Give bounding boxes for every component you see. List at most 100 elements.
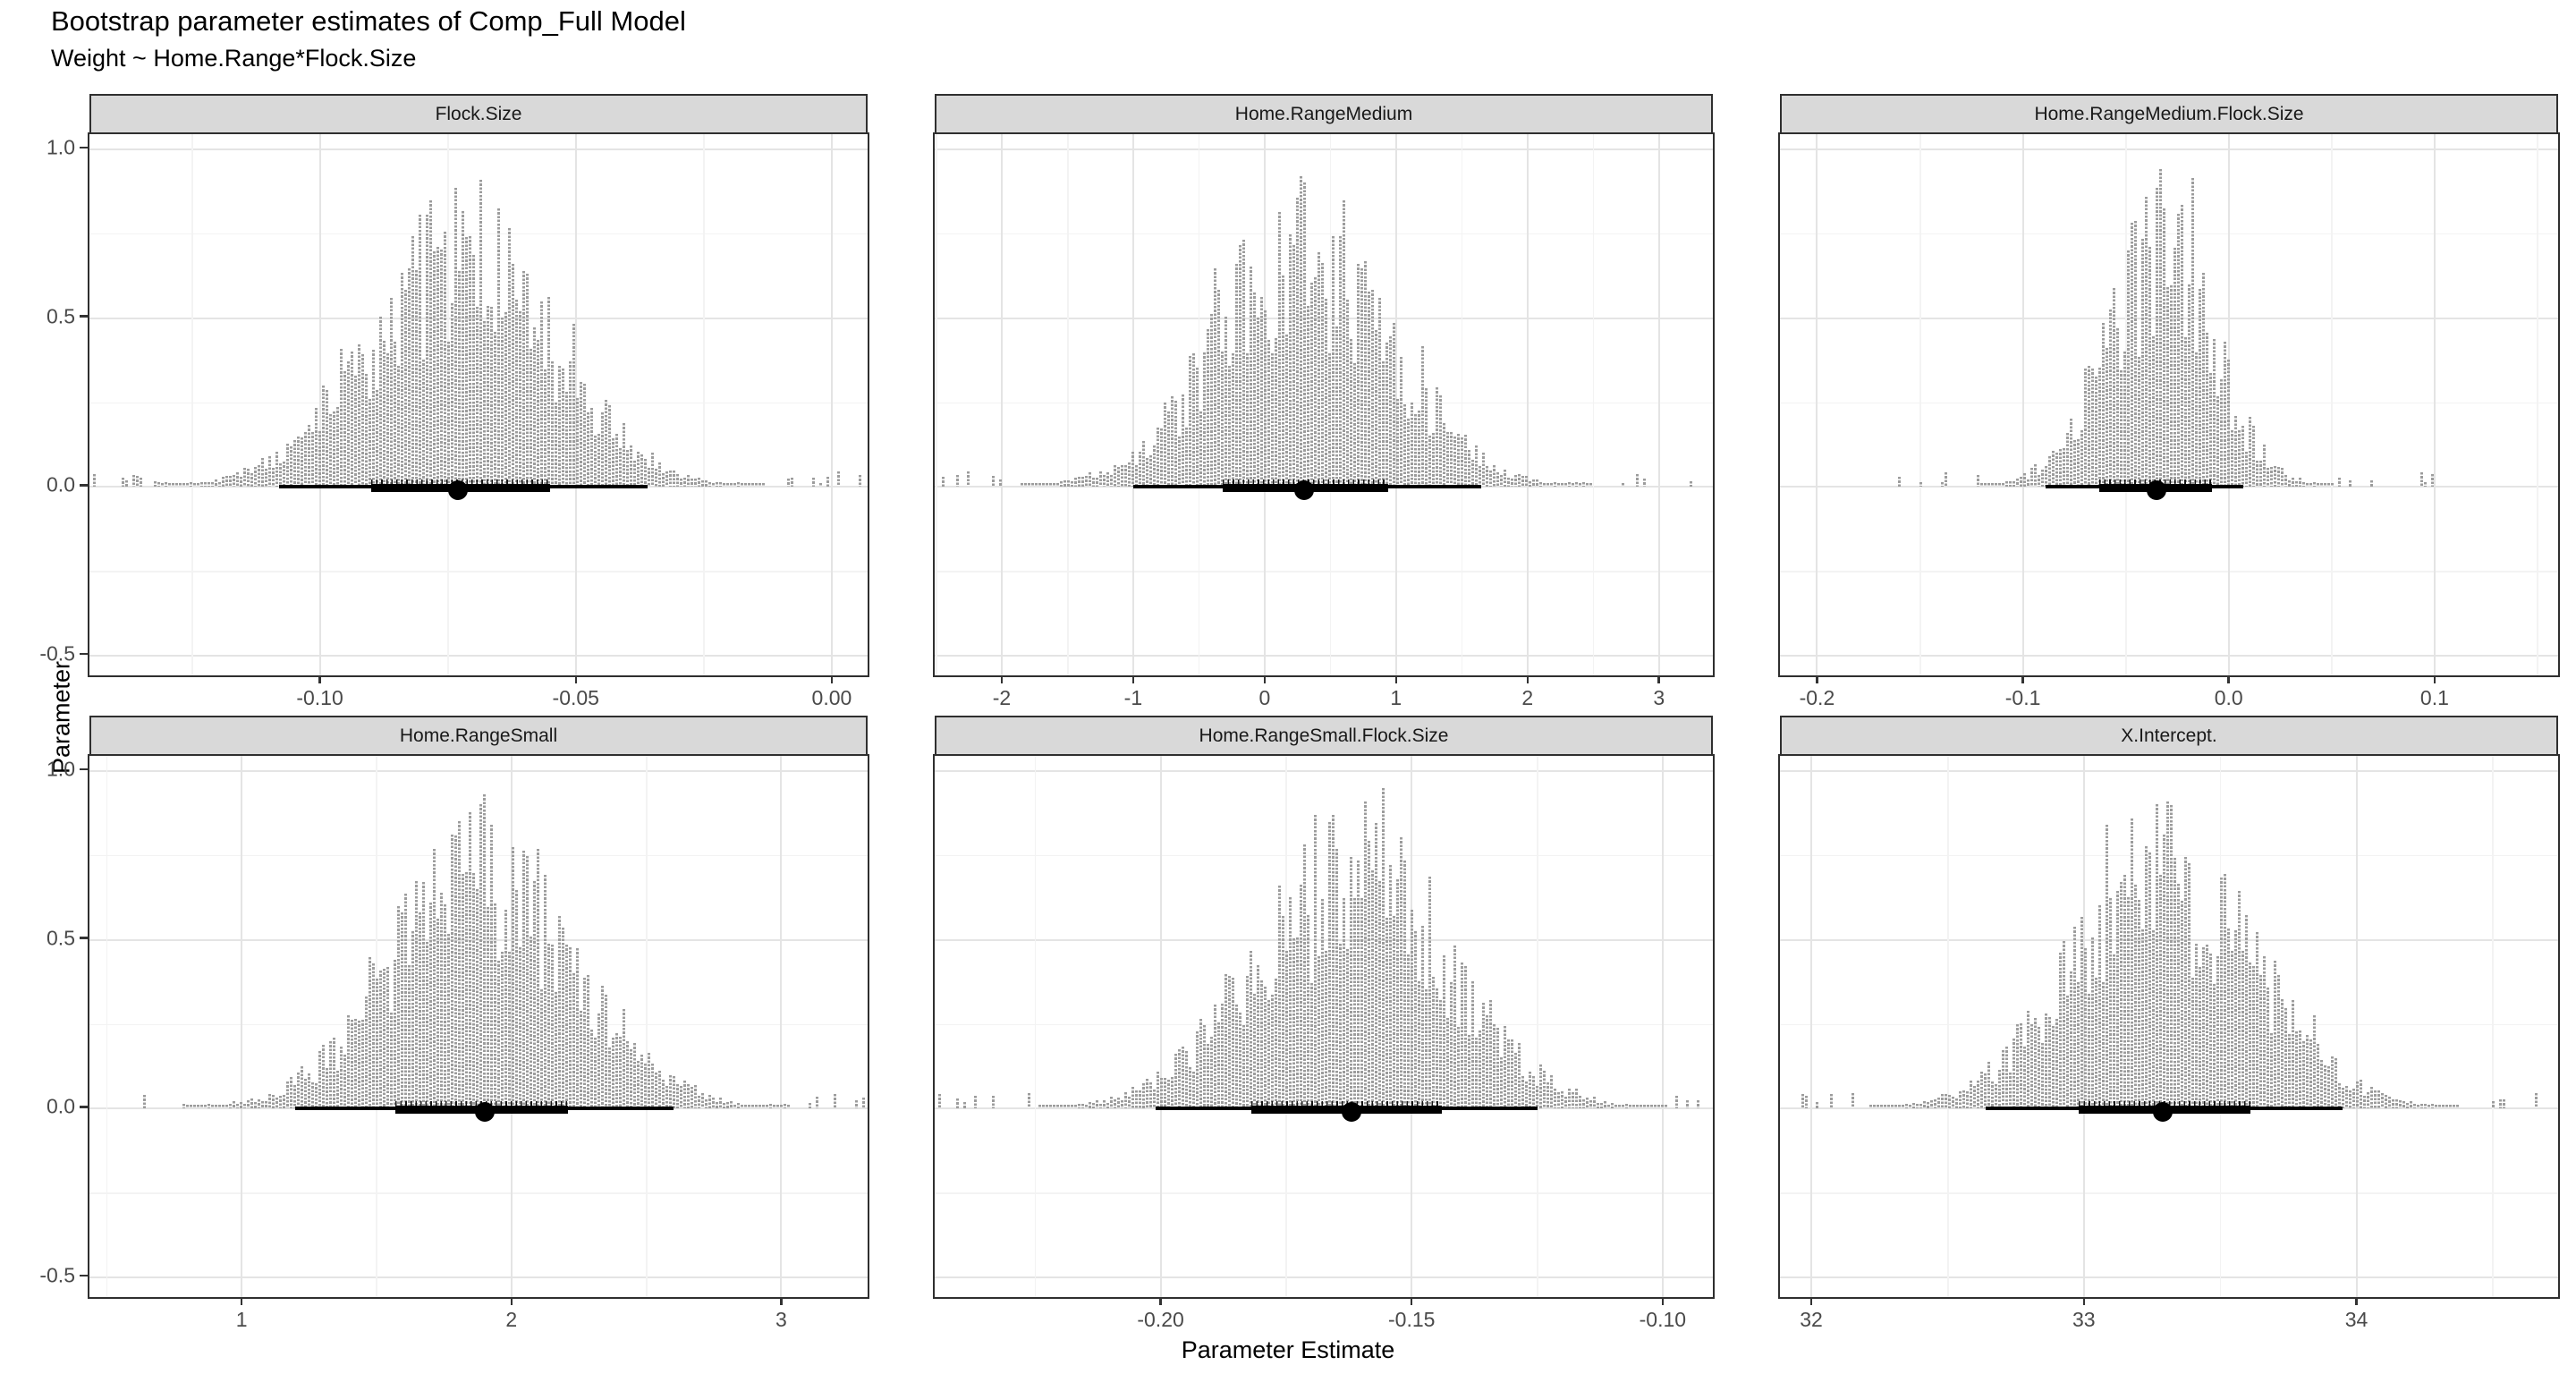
histogram-bar [2199, 967, 2201, 1109]
histogram-bar [415, 270, 418, 488]
histogram-bar [1514, 1053, 1517, 1109]
histogram-bar [1042, 1104, 1045, 1109]
histogram-bar [787, 479, 790, 488]
histogram-bar [1339, 944, 1342, 1109]
gridline-vertical-major [1159, 756, 1162, 1297]
histogram-bar [1873, 1104, 1876, 1109]
histogram-bar [182, 482, 185, 488]
histogram-bar [2299, 1030, 2301, 1109]
histogram-bar [2059, 448, 2062, 488]
histogram-bar [2209, 954, 2212, 1109]
histogram-bar [415, 881, 418, 1109]
histogram-bar [1157, 1071, 1159, 1109]
histogram-bar [1622, 482, 1624, 488]
histogram-bar [2410, 1101, 2412, 1109]
histogram-bar [200, 481, 203, 488]
histogram-bar [1407, 954, 1410, 1109]
histogram-bar [497, 960, 500, 1109]
gridline-vertical-minor [1919, 134, 1921, 675]
y-tick-label: 1.0 [47, 757, 75, 781]
histogram-bar [512, 264, 514, 488]
gridline-vertical-minor [191, 134, 193, 675]
histogram-bar [340, 1047, 343, 1109]
histogram-bar [358, 344, 360, 488]
histogram-bar [2002, 1049, 2004, 1109]
histogram-bar [1945, 472, 1947, 488]
histogram-bar [501, 318, 504, 488]
histogram-bar [2442, 1104, 2445, 1109]
histogram-bar [2041, 1043, 2044, 1109]
histogram-bar [1411, 909, 1413, 1109]
gridline-horizontal-major [935, 655, 1713, 657]
histogram-bar [2331, 1056, 2334, 1109]
histogram-bar [519, 311, 521, 488]
histogram-bar [640, 1055, 643, 1109]
histogram-bar [1224, 316, 1227, 488]
histogram-bar [1310, 283, 1313, 488]
histogram-bar [1217, 1022, 1220, 1109]
histogram-bar [333, 411, 335, 488]
x-tick-label: 3 [1653, 686, 1665, 709]
histogram-bar [286, 444, 289, 488]
histogram-bar [2174, 248, 2176, 488]
histogram-bar [1418, 410, 1420, 488]
histogram-bar [1675, 1096, 1678, 1109]
histogram-bar [1500, 474, 1503, 488]
histogram-bar [633, 460, 636, 488]
histogram-bar [2005, 481, 2008, 488]
histogram-bar [769, 1103, 772, 1109]
y-tick-mark [80, 937, 88, 939]
histogram-bar [301, 437, 303, 488]
histogram-bar [1629, 1104, 1631, 1109]
histogram-bar [812, 477, 815, 488]
histogram-bar [186, 482, 189, 488]
histogram-bar [283, 1094, 285, 1109]
histogram-bar [208, 481, 210, 488]
histogram-bar [275, 451, 278, 488]
histogram-bar [1816, 1101, 1818, 1109]
facet-panel [1778, 132, 2560, 677]
histogram-bar [1411, 403, 1413, 488]
histogram-bar [1089, 1102, 1091, 1109]
histogram-bar [2034, 1018, 2037, 1109]
gridline-vertical-major [1131, 134, 1134, 675]
histogram-bar [304, 431, 307, 488]
gridline-horizontal-major [935, 317, 1713, 319]
gridline-horizontal-major [1780, 769, 2558, 772]
histogram-bar [1464, 434, 1467, 488]
histogram-bar [1984, 1073, 1987, 1109]
histogram-bar [623, 422, 625, 488]
histogram-bar [290, 445, 292, 488]
histogram-bar [2027, 479, 2029, 488]
histogram-bar [562, 368, 564, 488]
histogram-bar [1661, 1104, 1664, 1109]
histogram-bar [143, 1095, 146, 1109]
histogram-bar [1185, 1051, 1188, 1109]
x-tick-mark [1159, 1297, 1162, 1305]
histogram-bar [1414, 414, 1417, 488]
histogram-bar [2281, 467, 2284, 488]
histogram-bar [748, 1104, 750, 1109]
x-tick-mark [574, 675, 577, 683]
histogram-bar [397, 906, 400, 1109]
y-tick-label: 1.0 [47, 135, 75, 159]
histogram-bar [551, 360, 554, 488]
histogram-bar [369, 957, 371, 1109]
histogram-bar [537, 340, 539, 488]
histogram-bar [705, 1099, 708, 1109]
histogram-bar [1146, 1079, 1148, 1109]
histogram-bar [1046, 482, 1048, 488]
histogram-bar [2023, 472, 2026, 488]
histogram-bar [433, 250, 436, 488]
histogram-bar [322, 1044, 325, 1109]
histogram-bar [2263, 445, 2266, 488]
histogram-bar [351, 351, 353, 488]
histogram-bar [1471, 460, 1474, 488]
histogram-bar [1539, 481, 1542, 488]
histogram-bar [2220, 379, 2223, 488]
gridline-vertical-minor [1461, 134, 1463, 675]
histogram-bar [751, 1104, 754, 1109]
histogram-bar [1536, 479, 1538, 488]
histogram-bar [1182, 1046, 1184, 1109]
histogram-bar [1486, 1014, 1488, 1109]
